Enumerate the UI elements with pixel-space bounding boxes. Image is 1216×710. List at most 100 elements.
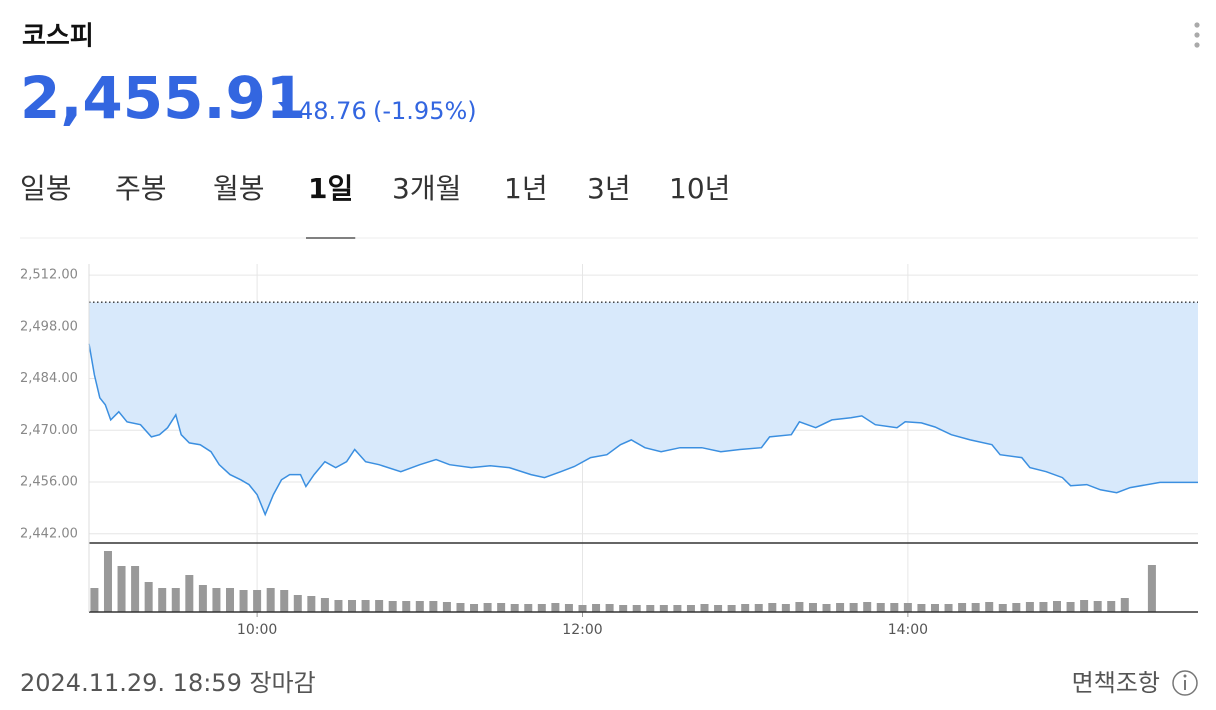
change-percent: (-1.95%): [373, 97, 477, 125]
volume-bar: [375, 600, 384, 612]
volume-bar: [1053, 601, 1062, 612]
tab[interactable]: 일봉: [20, 172, 72, 205]
volume-bar: [659, 605, 668, 612]
tab[interactable]: 주봉: [115, 172, 167, 205]
volume-bar: [1120, 598, 1129, 612]
down-arrow: [278, 102, 292, 110]
volume-bar: [1012, 603, 1021, 612]
volume-bar: [808, 603, 817, 612]
volume-bar: [551, 603, 560, 612]
menu-dot[interactable]: [1194, 22, 1200, 28]
menu-dot[interactable]: [1194, 32, 1200, 38]
volume-bar: [605, 604, 614, 612]
tab[interactable]: 1일: [308, 172, 353, 205]
volume-bar: [198, 585, 207, 612]
volume-bar: [293, 595, 302, 612]
volume-bar: [1039, 602, 1048, 612]
volume-bar: [90, 588, 99, 612]
volume-bar: [361, 600, 370, 612]
volume-bar: [1147, 565, 1156, 612]
tab[interactable]: 3년: [587, 172, 631, 205]
price: 2,455.91: [20, 64, 306, 132]
volume-bar: [117, 566, 126, 612]
tab[interactable]: 3개월: [392, 172, 461, 205]
y-tick-label: 2,470.00: [20, 423, 78, 438]
volume-bar: [863, 602, 872, 612]
volume-bar: [497, 603, 506, 612]
tab[interactable]: 월봉: [213, 172, 265, 205]
volume-bar: [944, 604, 953, 612]
volume-bar: [280, 590, 289, 612]
volume-bar: [768, 603, 777, 612]
volume-bar: [998, 604, 1007, 612]
volume-bar: [673, 605, 682, 612]
volume-bar: [158, 588, 167, 612]
volume-bar: [456, 603, 465, 612]
volume-bar: [564, 604, 573, 612]
volume-bar: [537, 604, 546, 612]
volume-bar: [727, 605, 736, 612]
volume-bar: [917, 604, 926, 612]
volume-bar: [131, 566, 140, 612]
volume-bar: [415, 601, 424, 612]
volume-bar: [714, 605, 723, 612]
volume-bar: [781, 604, 790, 612]
volume-bar: [470, 604, 479, 612]
volume-bar: [144, 582, 153, 612]
volume-bar: [754, 604, 763, 612]
volume-bar: [185, 575, 194, 612]
volume-bar: [836, 603, 845, 612]
volume-bar: [930, 604, 939, 612]
volume-bar: [239, 590, 248, 612]
volume-bar: [524, 604, 533, 612]
tab[interactable]: 1년: [504, 172, 548, 205]
volume-bar: [686, 605, 695, 612]
volume-bar: [985, 602, 994, 612]
y-tick-label: 2,442.00: [20, 526, 78, 541]
volume-bar: [795, 602, 804, 612]
volume-bar: [348, 600, 357, 612]
volume-bar: [429, 601, 438, 612]
volume-bar: [510, 604, 519, 612]
volume-bar: [592, 604, 601, 612]
tab[interactable]: 10년: [669, 172, 730, 205]
volume-bar: [971, 603, 980, 612]
volume-bar: [700, 604, 709, 612]
disclaimer[interactable]: 면책조항: [1072, 669, 1160, 697]
volume-bar: [212, 588, 221, 612]
volume-bar: [1025, 602, 1034, 612]
menu-dot[interactable]: [1194, 42, 1200, 48]
y-tick-label: 2,456.00: [20, 475, 78, 490]
timestamp: 2024.11.29. 18:59 장마감: [20, 669, 316, 697]
volume-bar: [103, 551, 112, 612]
volume-bar: [1080, 600, 1089, 612]
volume-bar: [876, 603, 885, 612]
volume-bar: [890, 603, 899, 612]
info-icon-dot: [1183, 674, 1187, 678]
volume-bar: [266, 588, 275, 612]
volume-bar: [442, 602, 451, 612]
volume-bar: [619, 605, 628, 612]
area: [89, 302, 1198, 515]
y-tick-label: 2,484.00: [20, 371, 78, 386]
volume-bar: [171, 588, 180, 612]
y-tick-label: 2,512.00: [20, 268, 78, 283]
chart: 2,442.00 2,456.00 2,470.00 2,484.00 2,498.00…: [20, 264, 1198, 638]
volume-bar: [334, 600, 343, 612]
volume-bar: [253, 590, 262, 612]
volume-bar: [849, 603, 858, 612]
x-tick-label: 10:00: [237, 622, 277, 638]
volume-bar: [578, 605, 587, 612]
volume-bar: [225, 588, 234, 612]
index-name: 코스피: [22, 22, 94, 52]
volume-bar: [632, 605, 641, 612]
volume-bar: [1066, 602, 1075, 612]
x-tick-label: 14:00: [888, 622, 928, 638]
y-tick-label: 2,498.00: [20, 319, 78, 334]
volume-bar: [483, 603, 492, 612]
volume-bar: [402, 601, 411, 612]
info-icon[interactable]: [1172, 670, 1198, 696]
